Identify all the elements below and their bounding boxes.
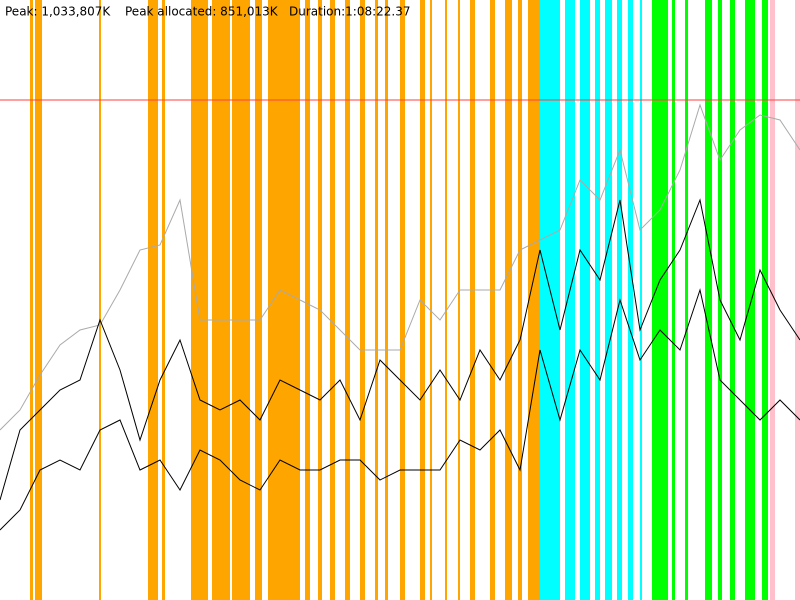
event-band [745, 0, 755, 600]
event-band [540, 0, 560, 600]
event-band [458, 0, 460, 600]
event-band [385, 0, 388, 600]
event-band [445, 0, 447, 600]
event-band [730, 0, 735, 600]
memory-line [0, 288, 800, 531]
event-band [705, 0, 712, 600]
event-band [505, 0, 512, 600]
stat-label: Duration:1:08:22.37 [289, 5, 411, 19]
event-band [685, 0, 688, 600]
event-band [191, 0, 208, 600]
event-band [605, 0, 612, 600]
event-band [672, 0, 675, 600]
event-band [400, 0, 405, 600]
event-band [30, 0, 33, 600]
event-band [420, 0, 425, 600]
event-band [35, 0, 42, 600]
event-band [305, 0, 310, 600]
event-band [360, 0, 365, 600]
event-band [652, 0, 668, 600]
event-band [430, 0, 432, 600]
event-band [595, 0, 600, 600]
event-band [232, 0, 250, 600]
event-band [375, 0, 378, 600]
event-band [795, 0, 800, 600]
event-band [565, 0, 575, 600]
event-band [99, 0, 101, 600]
event-band [345, 0, 350, 600]
event-band [762, 0, 768, 600]
stat-label: Peak allocated: 851,013K [125, 5, 279, 19]
memory-line [0, 198, 800, 501]
event-band [330, 0, 335, 600]
event-band [640, 0, 642, 600]
event-band [770, 0, 775, 600]
event-band [148, 0, 158, 600]
event-band [490, 0, 495, 600]
memory-line [0, 103, 800, 431]
stat-label: Peak: 1,033,807K [5, 5, 111, 19]
event-band [318, 0, 322, 600]
event-band [212, 0, 230, 600]
event-band [580, 0, 590, 600]
event-band [518, 0, 522, 600]
event-band [470, 0, 475, 600]
event-band [628, 0, 633, 600]
event-band [528, 0, 540, 600]
event-band [162, 0, 165, 600]
event-band [255, 0, 262, 600]
